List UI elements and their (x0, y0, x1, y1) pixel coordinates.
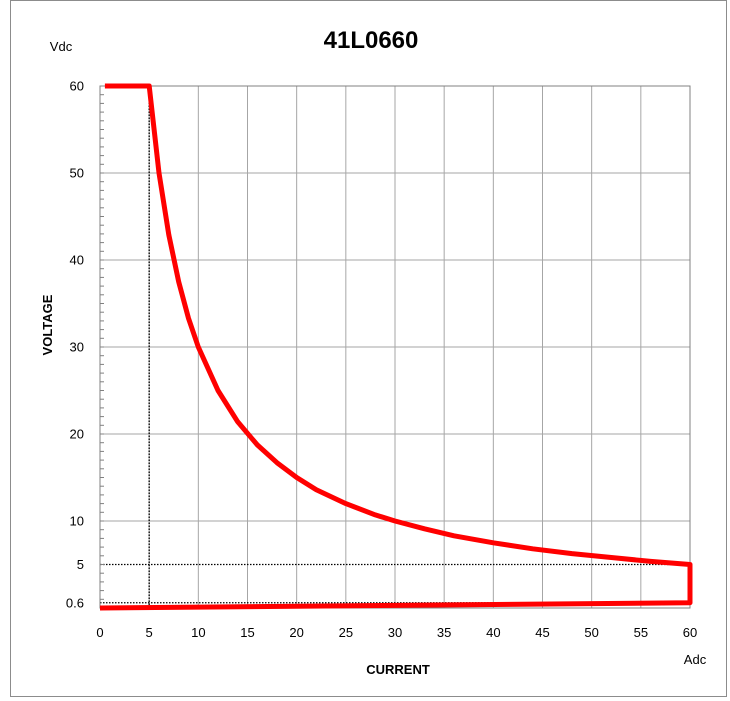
x-tick-label: 35 (437, 625, 451, 640)
x-tick-label: 0 (96, 625, 103, 640)
y-axis-unit: Vdc (50, 39, 73, 54)
chart-frame (10, 0, 727, 697)
y-tick-label: 20 (70, 427, 84, 442)
reference-lines (100, 86, 690, 608)
y-tick-label: 5 (77, 557, 84, 572)
y-tick-label: 60 (70, 79, 84, 94)
x-tick-label: 60 (683, 625, 697, 640)
x-axis-label: CURRENT (366, 662, 430, 677)
chart-title: 41L0660 (324, 27, 419, 54)
y-tick-label: 30 (70, 340, 84, 355)
minor-ticks (100, 94, 104, 600)
x-tick-label: 55 (634, 625, 648, 640)
x-tick-label: 30 (388, 625, 402, 640)
x-tick-label: 5 (146, 625, 153, 640)
x-tick-label: 10 (191, 625, 205, 640)
x-tick-label: 45 (535, 625, 549, 640)
x-tick-labels: 0 5 10 15 20 25 30 35 40 45 50 55 60 (96, 625, 697, 640)
series-line (99, 83, 693, 611)
y-tick-label: 50 (70, 166, 84, 181)
grid (100, 86, 690, 608)
x-axis-unit: Adc (684, 652, 707, 667)
x-tick-label: 25 (339, 625, 353, 640)
x-tick-label: 50 (584, 625, 598, 640)
y-tick-label: 0.6 (66, 595, 84, 610)
x-tick-label: 40 (486, 625, 500, 640)
y-tick-label: 10 (70, 514, 84, 529)
y-axis-label: VOLTAGE (40, 294, 55, 355)
x-tick-label: 20 (289, 625, 303, 640)
y-tick-labels: 0.6 5 10 20 30 40 50 60 (66, 79, 84, 611)
y-tick-label: 40 (70, 253, 84, 268)
x-tick-label: 15 (240, 625, 254, 640)
